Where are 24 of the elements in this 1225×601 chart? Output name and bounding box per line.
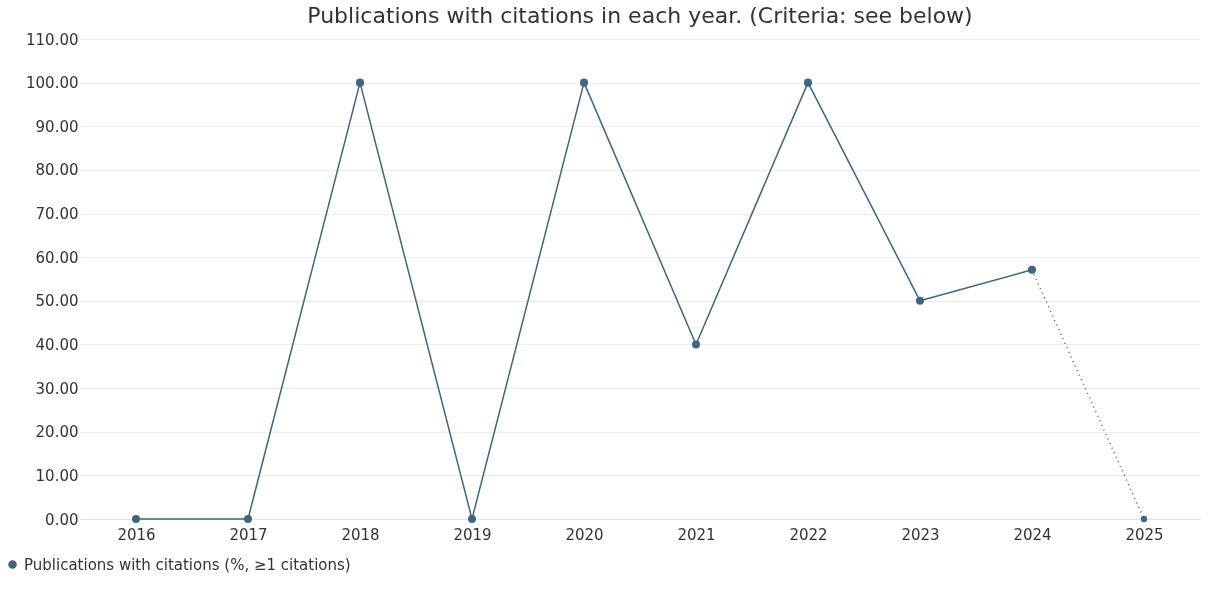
x-tick-label: 2025	[1125, 525, 1164, 544]
y-tick-label: 100.00	[26, 74, 79, 93]
y-tick-label: 80.00	[35, 161, 79, 180]
legend-label: Publications with citations (%, ≥1 citations)	[24, 555, 351, 574]
y-tick-label: 20.00	[35, 423, 79, 442]
y-tick-label: 10.00	[35, 466, 79, 485]
x-tick-label: 2023	[901, 525, 940, 544]
x-tick-label: 2021	[677, 525, 716, 544]
x-tick-label: 2024	[1013, 525, 1052, 544]
x-tick-label: 2019	[453, 525, 492, 544]
y-tick-label: 30.00	[35, 379, 79, 398]
y-tick-label: 40.00	[35, 335, 79, 354]
y-tick-label: 70.00	[35, 205, 79, 224]
x-tick-label: 2017	[229, 525, 268, 544]
x-tick-label: 2022	[789, 525, 828, 544]
x-tick-label: 2016	[117, 525, 156, 544]
y-tick-label: 90.00	[35, 117, 79, 136]
y-tick-label: 0.00	[45, 510, 79, 529]
y-tick-label: 110.00	[26, 30, 79, 49]
y-tick-label: 50.00	[35, 292, 79, 311]
y-tick-label: 60.00	[35, 248, 79, 267]
x-tick-label: 2018	[341, 525, 380, 544]
chart-title: Publications with citations in each year. (Criteria: see below)	[307, 3, 973, 28]
x-tick-label: 2020	[565, 525, 604, 544]
